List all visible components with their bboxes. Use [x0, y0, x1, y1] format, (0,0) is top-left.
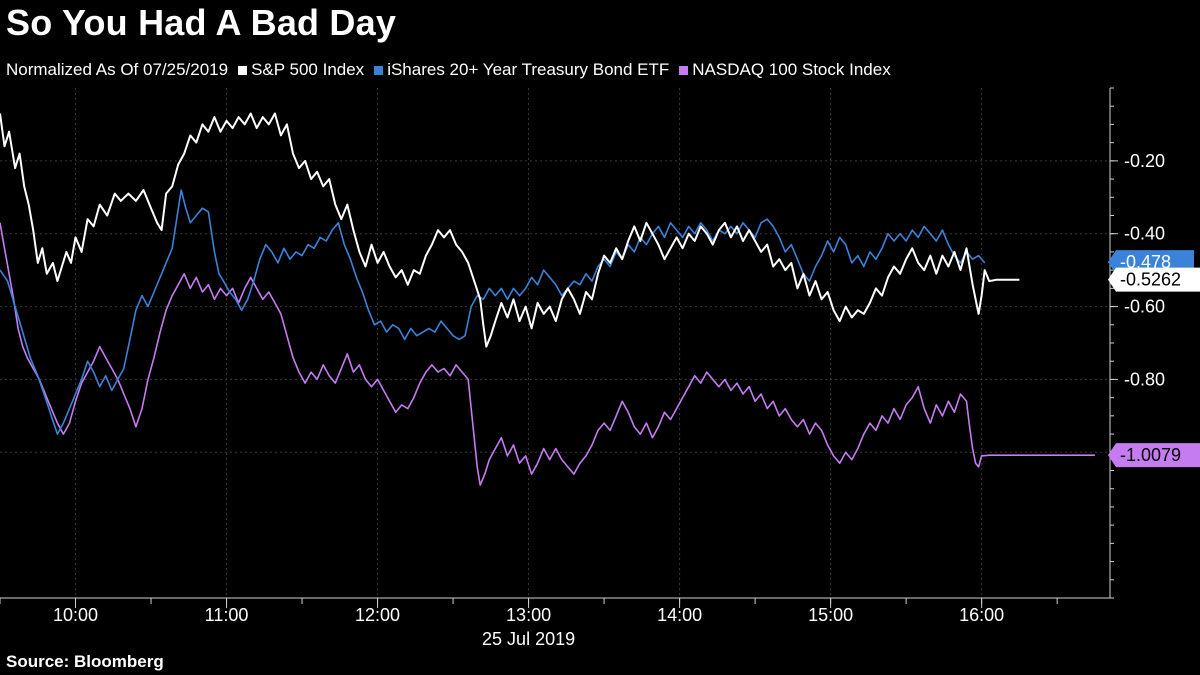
series-lines	[0, 112, 1095, 486]
y-tick-label: -0.40	[1124, 224, 1165, 244]
legend-note: Normalized As Of 07/25/2019	[6, 60, 229, 79]
legend-swatch-tlt	[374, 65, 384, 75]
last-value-box-ndx	[1108, 443, 1200, 468]
x-tick-label: 15:00	[808, 605, 853, 625]
y-axis: -0.20-0.40-0.60-0.80-1.00	[1124, 151, 1165, 462]
chart-title: So You Had A Bad Day	[6, 2, 397, 43]
legend-swatch-spx	[238, 65, 248, 75]
y-tick-label: -0.60	[1124, 297, 1165, 317]
x-axis: 10:00 11:00 12:00 13:00 14:00 15:00 16:00 25 Ju…	[53, 605, 1004, 649]
x-tick-label: 11:00	[205, 605, 249, 625]
legend-item-ndx: NASDAQ 100 Stock Index	[679, 60, 891, 80]
legend-item-spx: S&P 500 Index	[238, 60, 364, 80]
last-value-label-spx: -0.5262	[1120, 270, 1181, 290]
y-tick-label: -0.20	[1124, 151, 1165, 171]
last-value-labels: -0.478-0.5262 -1.0079	[1108, 250, 1200, 468]
y-tick-label: -0.80	[1124, 369, 1165, 389]
last-value-label-ndx: -1.0079	[1120, 445, 1181, 465]
source-note: Source: Bloomberg	[6, 652, 164, 671]
legend: Normalized As Of 07/25/2019 S&P 500 Inde…	[6, 60, 901, 80]
last-value-label-tlt: -0.478	[1120, 252, 1171, 272]
axes	[0, 87, 1118, 608]
x-tick-label: 10:00	[53, 605, 98, 625]
x-tick-label: 13:00	[506, 605, 551, 625]
legend-item-tlt: iShares 20+ Year Treasury Bond ETF	[374, 60, 669, 80]
x-tick-label: 16:00	[959, 605, 1004, 625]
x-tick-label: 14:00	[657, 605, 702, 625]
legend-label-ndx: NASDAQ 100 Stock Index	[692, 60, 891, 79]
series-line-tlt	[0, 189, 986, 435]
legend-swatch-ndx	[679, 65, 689, 75]
legend-label-tlt: iShares 20+ Year Treasury Bond ETF	[387, 60, 670, 79]
series-line-spx	[0, 112, 1020, 348]
gridlines	[0, 88, 1110, 598]
series-line-ndx	[0, 222, 1095, 486]
line-chart: -0.20-0.40-0.60-0.80-1.00 10:0011:0012:0…	[0, 87, 1200, 649]
x-axis-title: 25 Jul 2019	[482, 629, 575, 649]
x-tick-label: 12:00	[355, 605, 400, 625]
legend-label-spx: S&P 500 Index	[251, 60, 365, 79]
last-value-box-spx	[1108, 267, 1200, 292]
